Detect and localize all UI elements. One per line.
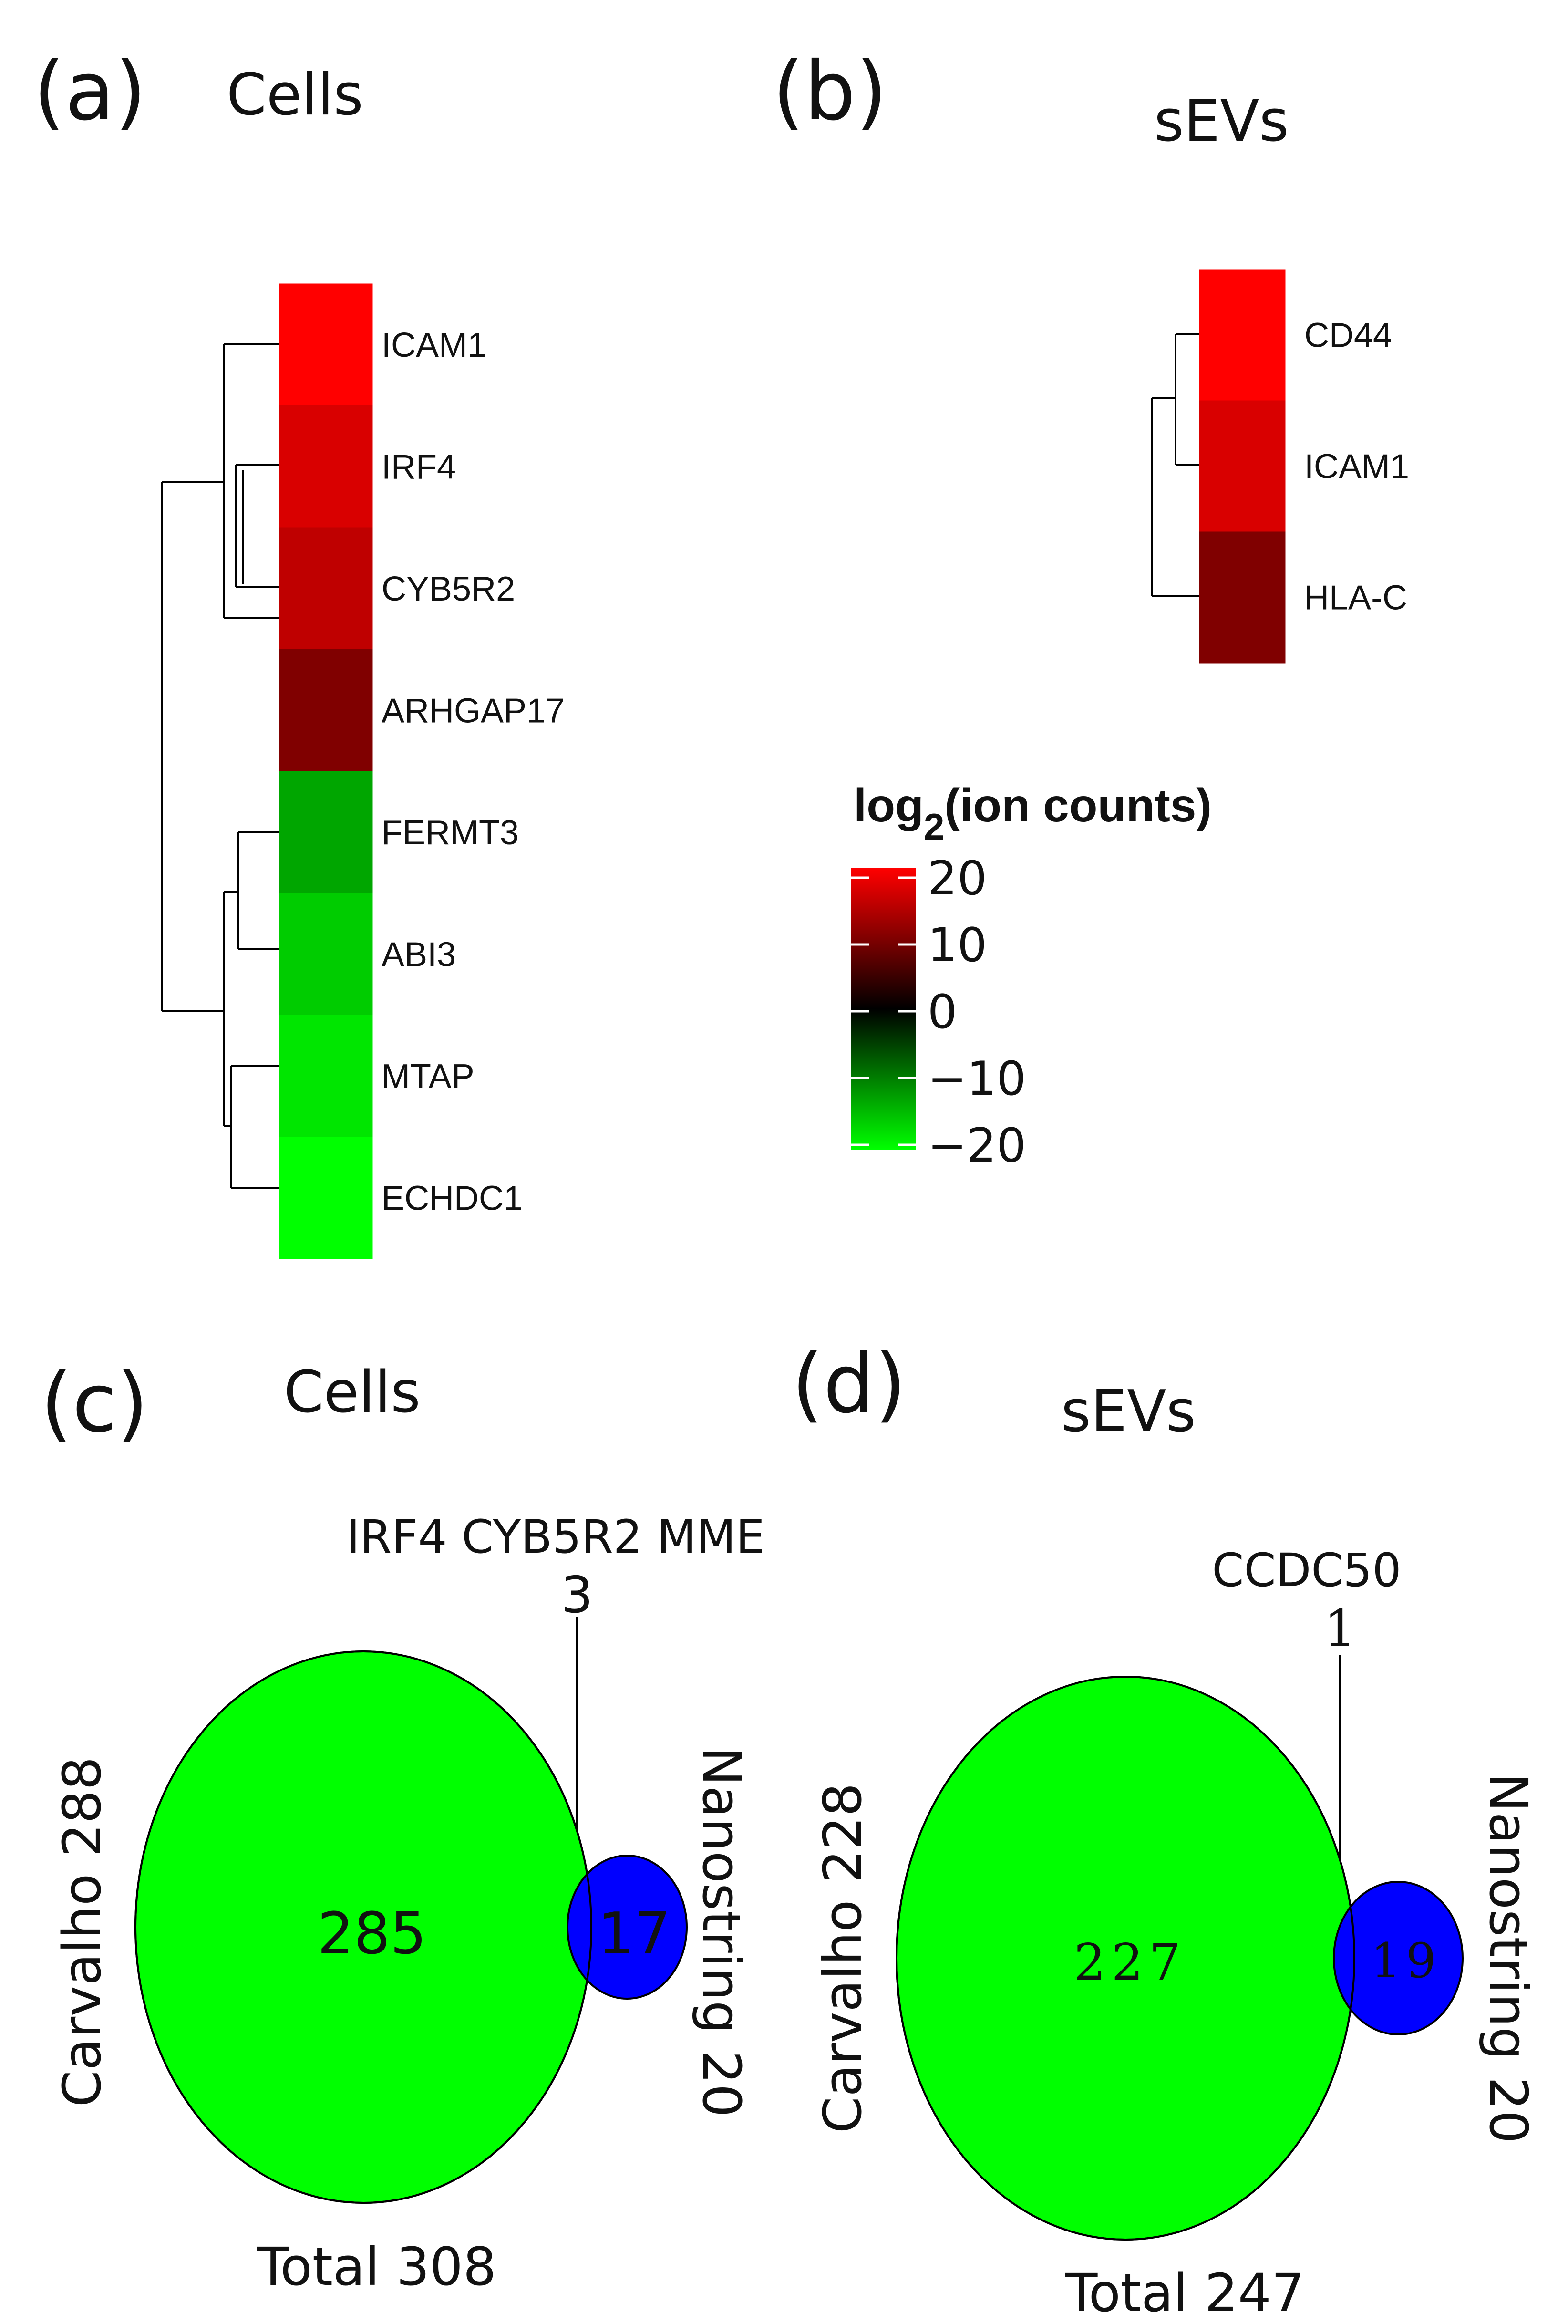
heatmap-cells-cell-irf4-1	[279, 405, 326, 528]
panel-a-label: (a)	[33, 44, 146, 139]
heatmap-cells-row-label: IRF4	[382, 448, 456, 486]
heatmap-cells-row-label: CYB5R2	[382, 570, 515, 608]
legend-title-suffix: (ion counts)	[944, 779, 1212, 831]
heatmap-cells-cell-abi3-2	[325, 893, 373, 1016]
venn-cells-right-only: 17	[598, 1901, 671, 1967]
venn-sevs-carvalho-label: Carvalho 228	[812, 1783, 873, 2133]
heatmap-cells-cell-mtap-2	[325, 1015, 373, 1137]
panel-d-label: (d)	[792, 1337, 907, 1432]
legend-tick-label: −10	[928, 1052, 1026, 1106]
heatmap-cells-cell-cyb5r2-1	[279, 527, 326, 650]
heatmap-sevs-cell-icam1-2	[1242, 400, 1286, 532]
legend-tick-label: 10	[928, 918, 987, 973]
venn-sevs-right-only: 19	[1371, 1933, 1441, 1989]
heatmap-sevs-cell-icam1-1	[1199, 400, 1243, 532]
venn-cells-nanostring-circle	[567, 1855, 688, 2000]
panel-d-title: sEVs	[1061, 1379, 1196, 1445]
venn-sevs-total: Total 247	[1065, 2262, 1305, 2324]
panel-c-title: Cells	[284, 1359, 421, 1426]
dendrogram-cells	[161, 343, 279, 1189]
legend-tick-label: 20	[928, 851, 987, 906]
venn-sevs-nanostring-circle	[1333, 1881, 1464, 2035]
heatmap-cells-cell-echdc1-2	[325, 1137, 373, 1259]
panel-a-title: Cells	[227, 62, 363, 128]
heatmap-cells-row-label: ECHDC1	[382, 1179, 523, 1217]
venn-sevs-carvalho-outline	[896, 1676, 1355, 2241]
heatmap-cells-cell-fermt3-2	[325, 771, 373, 893]
legend-title: log2(ion counts)	[854, 779, 1212, 848]
legend-color-bar	[851, 868, 916, 1150]
heatmap-cells-cell-cyb5r2-2	[325, 527, 373, 650]
heatmap-cells-row-label: ARHGAP17	[382, 692, 565, 730]
legend-title-prefix: log	[854, 779, 924, 831]
heatmap-sevs-row-label: CD44	[1304, 317, 1392, 355]
venn-sevs-overlap-count: 1	[1324, 1599, 1356, 1658]
legend-title-sub: 2	[924, 806, 944, 848]
heatmap-sevs-cell-cd44-2	[1242, 269, 1286, 401]
panel-b-title: sEVs	[1154, 88, 1289, 155]
dendrogram-sevs	[1151, 333, 1199, 597]
venn-cells-total: Total 308	[257, 2236, 496, 2297]
venn-sevs-nanostring-label: Nanostring 20	[1478, 1773, 1539, 2143]
panel-b-label: (b)	[773, 44, 887, 139]
venn-sevs-left-only: 227	[1074, 1933, 1186, 1992]
legend-ticks: 20 10 0 −10 −20	[851, 851, 1026, 1173]
heatmap-sevs-cell-hla-c-1	[1199, 531, 1243, 664]
heatmap-sevs-cell-hla-c-2	[1242, 531, 1286, 664]
heatmap-cells-row-label: ICAM1	[382, 326, 486, 364]
venn-cells-carvalho-outline	[134, 1650, 592, 2204]
panel-c-label: (c)	[41, 1356, 148, 1451]
heatmap-sevs-row-label: HLA-C	[1304, 579, 1407, 617]
venn-cells-carvalho-label: Carvalho 288	[52, 1757, 113, 2107]
venn-cells-overlap-count: 3	[561, 1566, 593, 1624]
venn-cells-overlap-genes: IRF4 CYB5R2 MME	[346, 1510, 764, 1564]
venn-cells-left-only: 285	[317, 1901, 426, 1967]
legend-tick-label: −20	[928, 1119, 1026, 1173]
heatmap-cells-cell-arhgap17-1	[279, 649, 326, 772]
heatmap-sevs: CD44 ICAM1 HLA-C	[1199, 269, 1409, 664]
heatmap-cells-cell-mtap-1	[279, 1015, 326, 1137]
heatmap-cells-cell-arhgap17-2	[325, 649, 373, 772]
heatmap-cells-cell-abi3-1	[279, 893, 326, 1016]
heatmap-cells-cell-echdc1-1	[279, 1137, 326, 1259]
heatmap-cells: ICAM1 IRF4 CYB5R2 ARHGAP17 FERMT3 ABI3 MTAP ECH…	[279, 283, 565, 1259]
heatmap-cells-row-label: ABI3	[382, 935, 456, 974]
heatmap-cells-cell-irf4-2	[325, 405, 373, 528]
heatmap-sevs-cell-cd44-1	[1199, 269, 1243, 401]
legend-tick-label: 0	[928, 985, 957, 1039]
heatmap-cells-cell-icam1-1	[279, 283, 326, 406]
heatmap-cells-cell-fermt3-1	[279, 771, 326, 893]
heatmap-cells-row-label: FERMT3	[382, 814, 519, 852]
venn-sevs-overlap-genes: CCDC50	[1212, 1544, 1401, 1597]
venn-cells-nanostring-label: Nanostring 20	[691, 1746, 752, 2117]
heatmap-cells-cell-icam1-2	[325, 283, 373, 406]
heatmap-sevs-row-label: ICAM1	[1304, 448, 1409, 486]
heatmap-cells-row-label: MTAP	[382, 1058, 475, 1096]
